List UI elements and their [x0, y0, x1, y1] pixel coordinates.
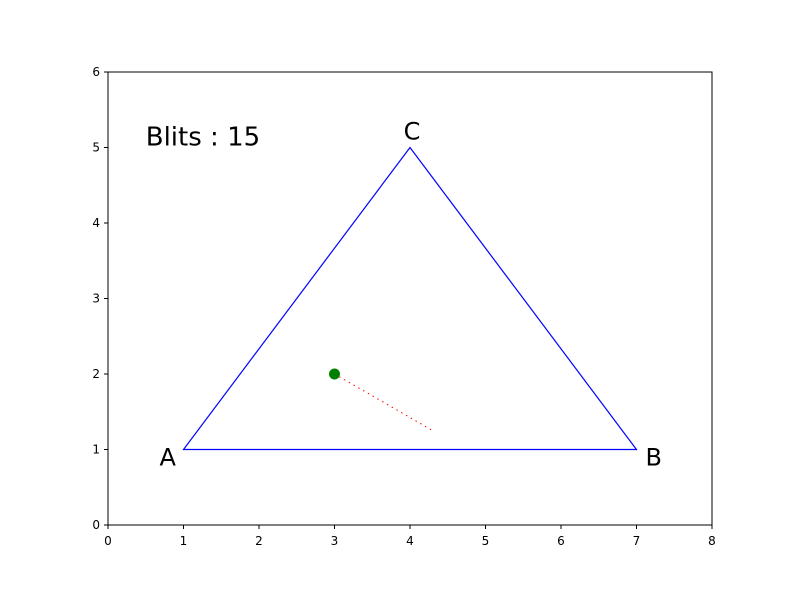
x-tick-label: 3	[331, 534, 339, 548]
x-tick-label: 2	[255, 534, 263, 548]
x-tick-label: 5	[482, 534, 490, 548]
moving-point	[329, 368, 340, 380]
triangle-outline	[182, 146, 638, 451]
y-tick-label: 6	[92, 65, 100, 79]
x-tick-label: 4	[406, 534, 414, 548]
x-axis: 0 1 2 3 4 5 6 7 8	[104, 525, 716, 548]
y-tick-label: 4	[92, 216, 100, 230]
x-tick-label: 6	[557, 534, 565, 548]
y-tick-label: 2	[92, 367, 100, 381]
x-tick-label: 1	[180, 534, 188, 548]
point-trail	[334, 373, 433, 432]
vertex-label-b: B	[646, 444, 662, 472]
x-tick-label: 8	[708, 534, 716, 548]
y-tick-label: 1	[92, 443, 100, 457]
vertex-label-c: C	[404, 118, 421, 146]
y-tick-label: 0	[92, 518, 100, 532]
blits-counter: Blits : 15	[146, 123, 260, 153]
x-tick-label: 0	[104, 534, 112, 548]
plot-labels: A B C Blits : 15	[146, 118, 662, 472]
y-tick-label: 5	[92, 141, 100, 155]
x-tick-label: 7	[633, 534, 641, 548]
plot-marks	[182, 146, 638, 451]
y-axis: 0 1 2 3 4 5 6	[92, 65, 108, 532]
vertex-label-a: A	[160, 444, 177, 472]
y-tick-label: 3	[92, 292, 100, 306]
